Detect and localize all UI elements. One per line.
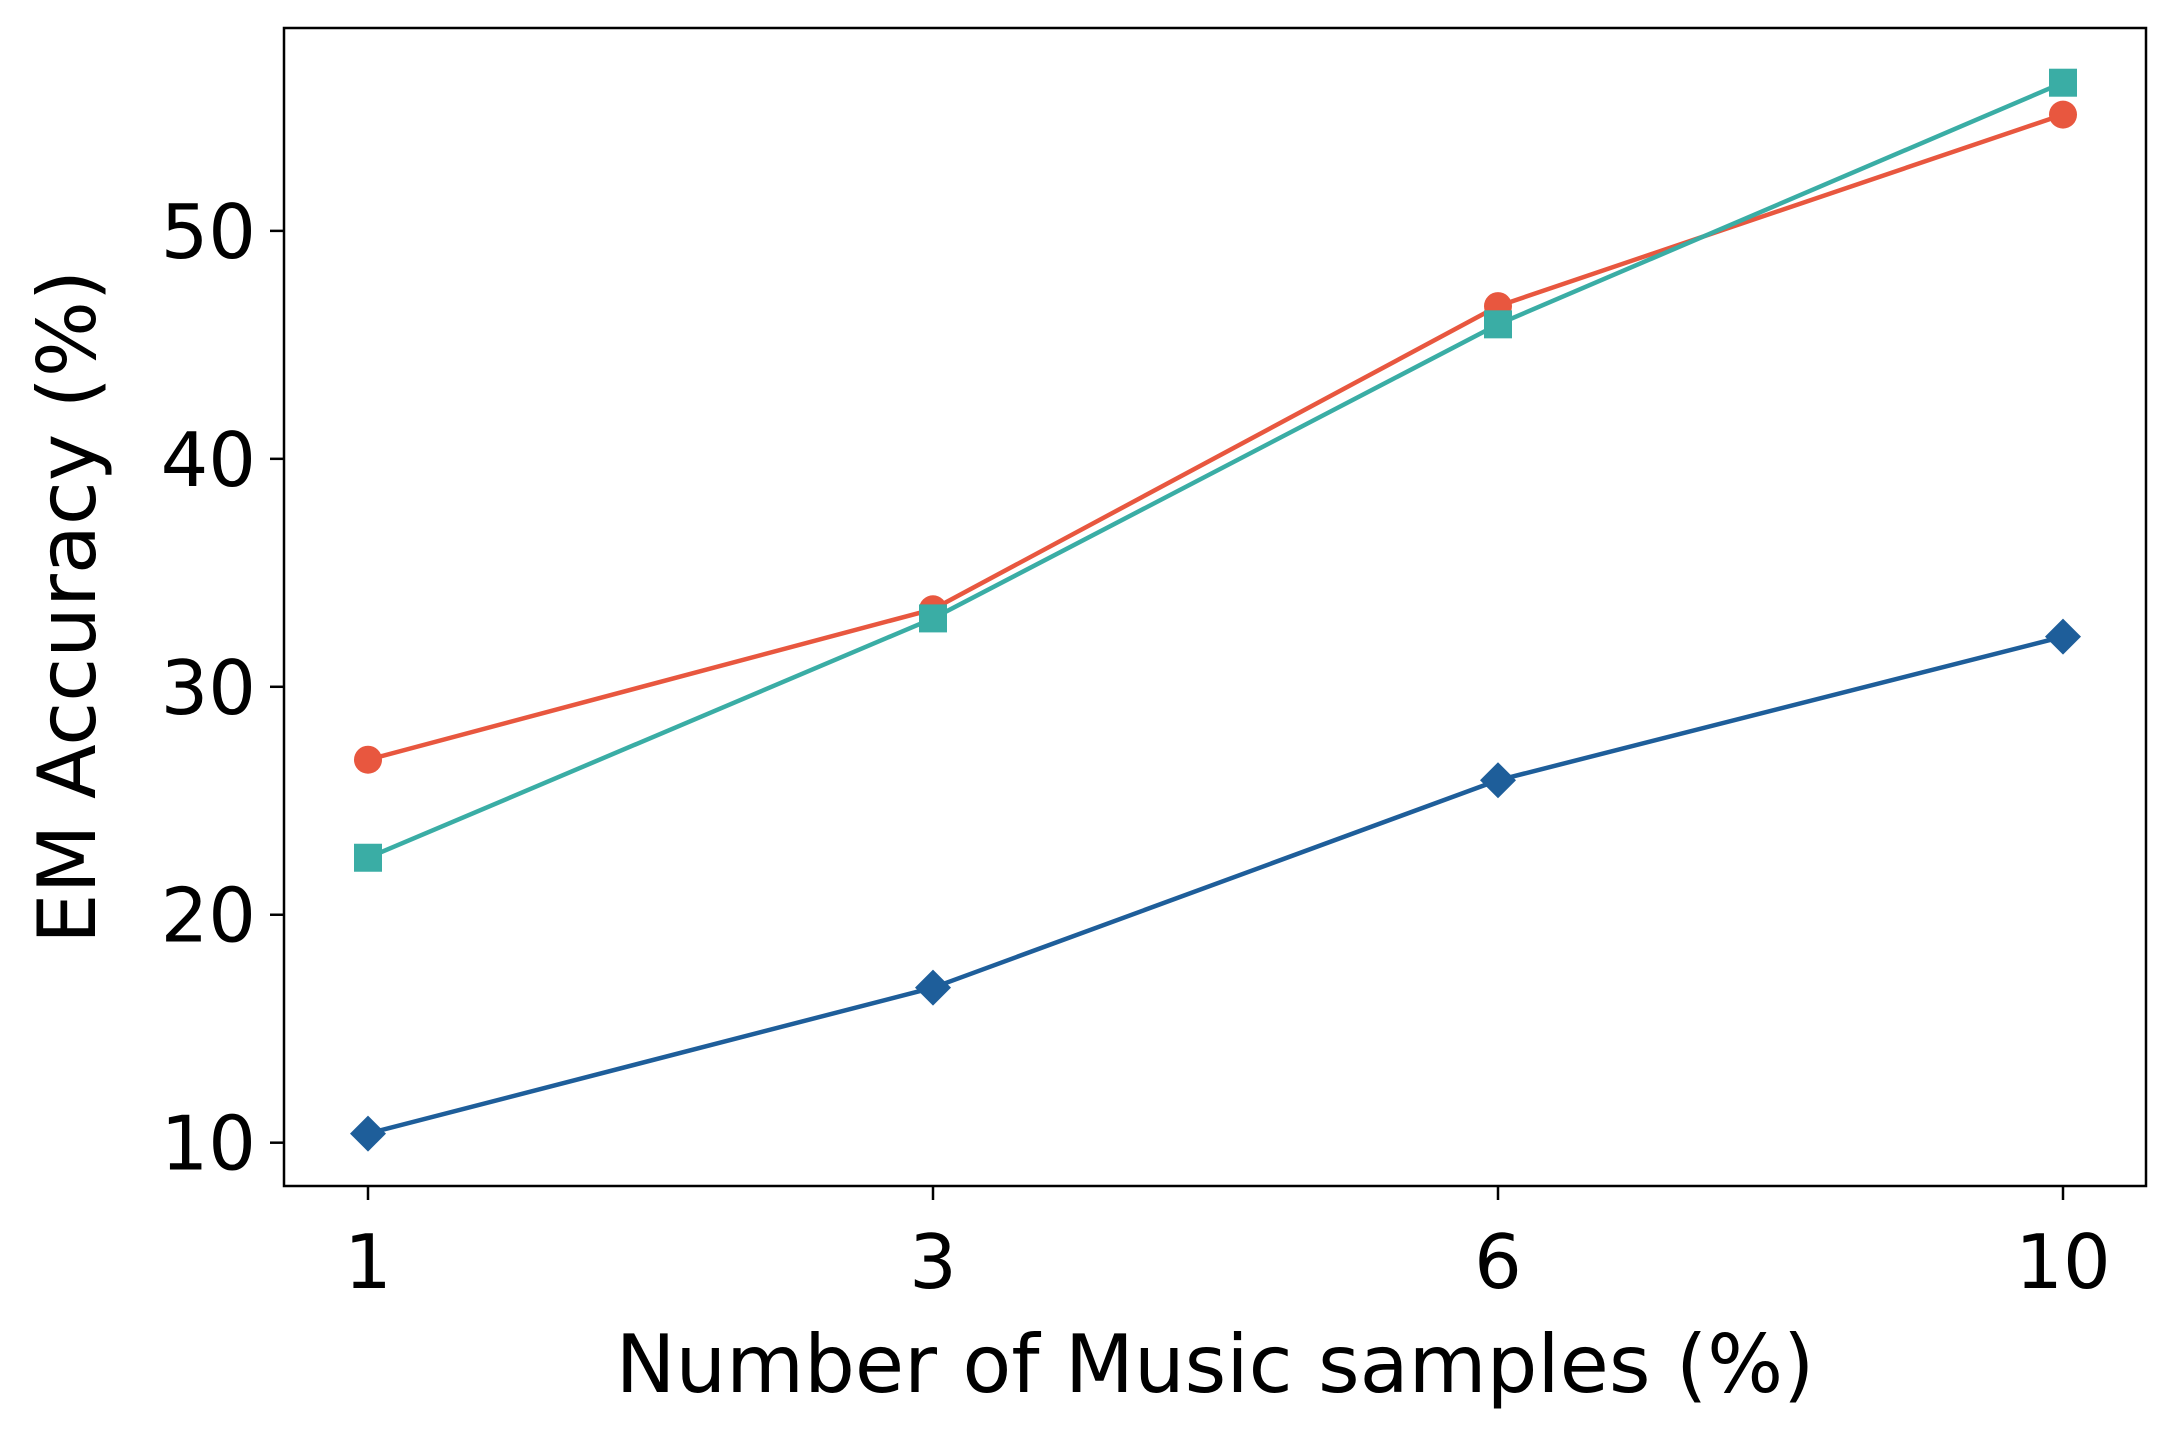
y-tick-label: 20	[161, 872, 256, 960]
x-tick-label: 3	[909, 1218, 957, 1306]
data-point-diamond	[1480, 762, 1516, 799]
data-point-circle	[2049, 100, 2077, 129]
data-point-diamond	[350, 1115, 386, 1152]
data-point-circle	[354, 745, 382, 774]
y-tick-label: 40	[161, 416, 256, 504]
x-axis: 1 3 6 10	[344, 1186, 2111, 1306]
plot-background	[284, 28, 2146, 1186]
data-point-square	[2049, 68, 2077, 97]
series-lines	[365, 80, 2066, 1136]
data-point-square	[919, 604, 947, 633]
x-tick-label: 1	[344, 1218, 392, 1306]
series-markers	[350, 68, 2081, 1152]
y-axis-label: EM Accuracy (%)	[21, 270, 114, 944]
series-line-1	[365, 112, 2066, 762]
series-line-2	[365, 80, 2066, 860]
x-axis-label: Number of Music samples (%)	[616, 1318, 1815, 1411]
y-tick-label: 50	[161, 188, 256, 276]
data-point-diamond	[2045, 618, 2081, 655]
y-tick-label: 10	[161, 1100, 256, 1188]
data-point-square	[1484, 310, 1512, 339]
data-point-diamond	[915, 969, 951, 1006]
y-tick-label: 30	[161, 644, 256, 732]
x-tick-label: 6	[1474, 1218, 1522, 1306]
data-point-square	[354, 843, 382, 872]
plot-frame	[282, 26, 2148, 1188]
x-tick-label: 10	[2015, 1218, 2110, 1306]
series-line-3	[365, 634, 2066, 1136]
y-axis: 10 20 30 40 50	[161, 188, 284, 1188]
